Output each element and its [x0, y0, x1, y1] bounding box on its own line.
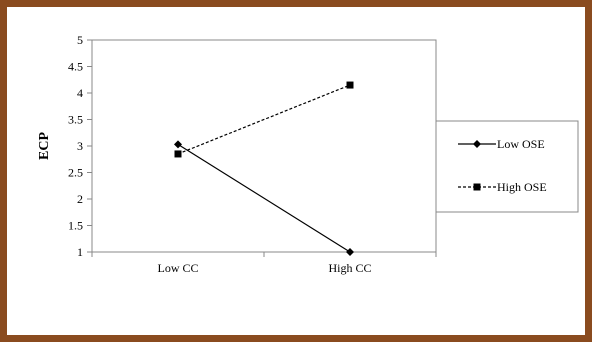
series-low-ose	[174, 140, 354, 256]
legend-box	[435, 120, 579, 213]
y-tick-label: 2.5	[68, 166, 83, 180]
legend-label: Low OSE	[497, 137, 545, 151]
data-point	[346, 81, 354, 89]
data-point	[174, 140, 182, 149]
data-point	[346, 248, 354, 256]
y-tick-label: 1	[77, 245, 83, 259]
x-axis: Low CC High CC	[91, 252, 437, 275]
x-tick-label: High CC	[328, 261, 371, 275]
y-tick-label: 5	[77, 33, 83, 47]
y-tick-label: 2	[77, 192, 83, 206]
y-axis-title: ECP	[37, 132, 52, 160]
x-tick-label: Low CC	[157, 261, 198, 275]
y-axis: 1 1.5 2 2.5 3 3.5 4 4.5 5	[68, 33, 92, 259]
legend-marker	[473, 140, 481, 148]
y-tick-label: 4.5	[68, 60, 83, 74]
y-tick-label: 1.5	[68, 219, 83, 233]
series-line	[177, 84, 351, 155]
series-high-ose	[174, 81, 354, 158]
y-tick-label: 3	[77, 139, 83, 153]
legend-marker	[473, 183, 481, 191]
legend-label: High OSE	[497, 180, 547, 194]
plot-area	[91, 39, 437, 253]
series-layer	[174, 81, 354, 256]
data-point	[174, 150, 182, 158]
series-line	[177, 143, 351, 253]
legend: Low OSE High OSE	[435, 120, 579, 213]
y-tick-label: 3.5	[68, 113, 83, 127]
y-tick-label: 4	[77, 86, 83, 100]
